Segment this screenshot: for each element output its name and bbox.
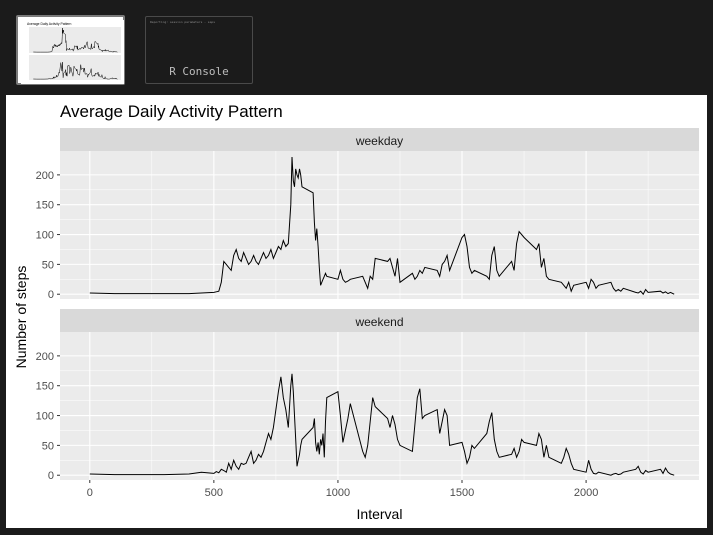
x-tick-label: 1500 bbox=[450, 487, 474, 499]
facet-label-weekend: weekend bbox=[354, 315, 403, 329]
facet-strip-weekend bbox=[60, 309, 699, 332]
y-tick-label: 0 bbox=[48, 470, 54, 482]
plots-history-toolbar: Average Daily Activity Pattern Reporting… bbox=[0, 0, 713, 92]
console-thumbnail-text: Reporting: session parameters - saps bbox=[150, 20, 216, 24]
plot-thumbnail-title: Average Daily Activity Pattern bbox=[27, 22, 72, 26]
x-tick-label: 2000 bbox=[574, 487, 598, 499]
facet-weekend: weekend 0 50 100 150 200 bbox=[36, 309, 699, 482]
x-tick-label: 500 bbox=[205, 487, 223, 499]
y-tick-label: 100 bbox=[36, 411, 54, 423]
x-tick-label: 0 bbox=[87, 487, 93, 499]
chart-title: Average Daily Activity Pattern bbox=[60, 102, 283, 121]
y-tick-label: 150 bbox=[36, 381, 54, 393]
y-tick-label: 200 bbox=[36, 170, 54, 182]
series-line-weekend bbox=[89, 373, 675, 476]
facet-label-weekday: weekday bbox=[355, 134, 403, 148]
series-line-weekday bbox=[89, 156, 675, 296]
panel-background-weekend bbox=[60, 332, 699, 480]
activity-chart: Average Daily Activity Pattern weekday 0… bbox=[6, 95, 707, 528]
y-axis-label: Number of steps bbox=[13, 266, 29, 369]
y-tick-label: 150 bbox=[36, 200, 54, 212]
panel-background-weekday bbox=[60, 151, 699, 299]
y-tick-label: 50 bbox=[42, 440, 54, 452]
plot-viewer: Average Daily Activity Pattern weekday 0… bbox=[6, 95, 707, 528]
facet-strip-weekday bbox=[60, 128, 699, 151]
console-thumbnail[interactable]: Reporting: session parameters - saps R C… bbox=[145, 16, 253, 84]
plot-thumbnail[interactable]: Average Daily Activity Pattern bbox=[16, 15, 125, 85]
y-tick-label: 50 bbox=[42, 259, 54, 271]
y-tick-label: 200 bbox=[36, 351, 54, 363]
x-tick-label: 1000 bbox=[326, 487, 350, 499]
facet-weekday: weekday 0 50 100 150 200 bbox=[36, 128, 699, 301]
x-axis-label: Interval bbox=[357, 506, 403, 522]
y-tick-label: 100 bbox=[36, 230, 54, 242]
console-thumbnail-label: R Console bbox=[169, 65, 229, 78]
y-tick-label: 0 bbox=[48, 289, 54, 301]
